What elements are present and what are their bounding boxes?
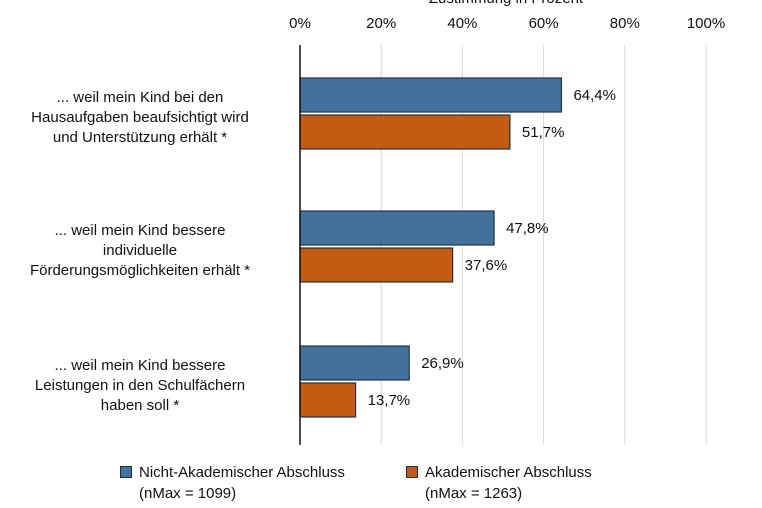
- category-label-line: Förderungsmöglichkeiten erhält *: [29, 261, 251, 279]
- x-tick-label: 100%: [687, 15, 725, 32]
- bar: [299, 382, 357, 418]
- legend-swatch-akademisch: [406, 466, 418, 478]
- category-label-line: individuelle: [102, 241, 178, 259]
- legend-note-nicht-akademisch: (nMax = 1099): [139, 485, 237, 502]
- bar: [299, 210, 495, 246]
- category-label-line: ... weil mein Kind bessere: [54, 221, 226, 239]
- data-label: 64,4%: [573, 87, 616, 104]
- bar: [299, 247, 454, 283]
- data-label: 51,7%: [522, 124, 565, 141]
- category-label-line: Leistungen in den Schulfächern: [34, 376, 246, 394]
- category-label: ... weil mein Kind bei den Hausaufgaben b…: [0, 88, 290, 148]
- bar: [299, 77, 563, 113]
- data-label: 26,9%: [421, 355, 464, 372]
- legend-swatch-nicht-akademisch: [120, 466, 132, 478]
- bar: [299, 345, 410, 381]
- category-label-line: haben soll *: [100, 396, 180, 414]
- data-label: 13,7%: [368, 392, 411, 409]
- category-label-line: ... weil mein Kind bessere: [54, 356, 226, 374]
- x-tick-label: 80%: [610, 15, 640, 32]
- legend-note-akademisch: (nMax = 1263): [425, 485, 523, 502]
- bar: [299, 114, 511, 150]
- legend-label-akademisch: Akademischer Abschluss: [425, 464, 592, 481]
- x-tick-label: 20%: [366, 15, 396, 32]
- x-tick-label: 60%: [529, 15, 559, 32]
- legend-label-nicht-akademisch: Nicht-Akademischer Abschluss: [139, 464, 345, 481]
- category-label-line: ... weil mein Kind bei den: [56, 88, 224, 106]
- x-tick-label: 0%: [289, 15, 311, 32]
- data-label: 37,6%: [465, 257, 508, 274]
- x-tick-label: 40%: [447, 15, 477, 32]
- chart-title: Zustimmung in Prozent: [429, 0, 584, 7]
- data-label: 47,8%: [506, 220, 549, 237]
- category-label: ... weil mein Kind bessere individuelle Fö…: [0, 221, 290, 281]
- category-label-line: Hausaufgaben beaufsichtigt wird: [31, 108, 249, 126]
- category-label: ... weil mein Kind bessere Leistungen in …: [0, 356, 290, 416]
- category-label-line: und Unterstützung erhält *: [52, 128, 228, 146]
